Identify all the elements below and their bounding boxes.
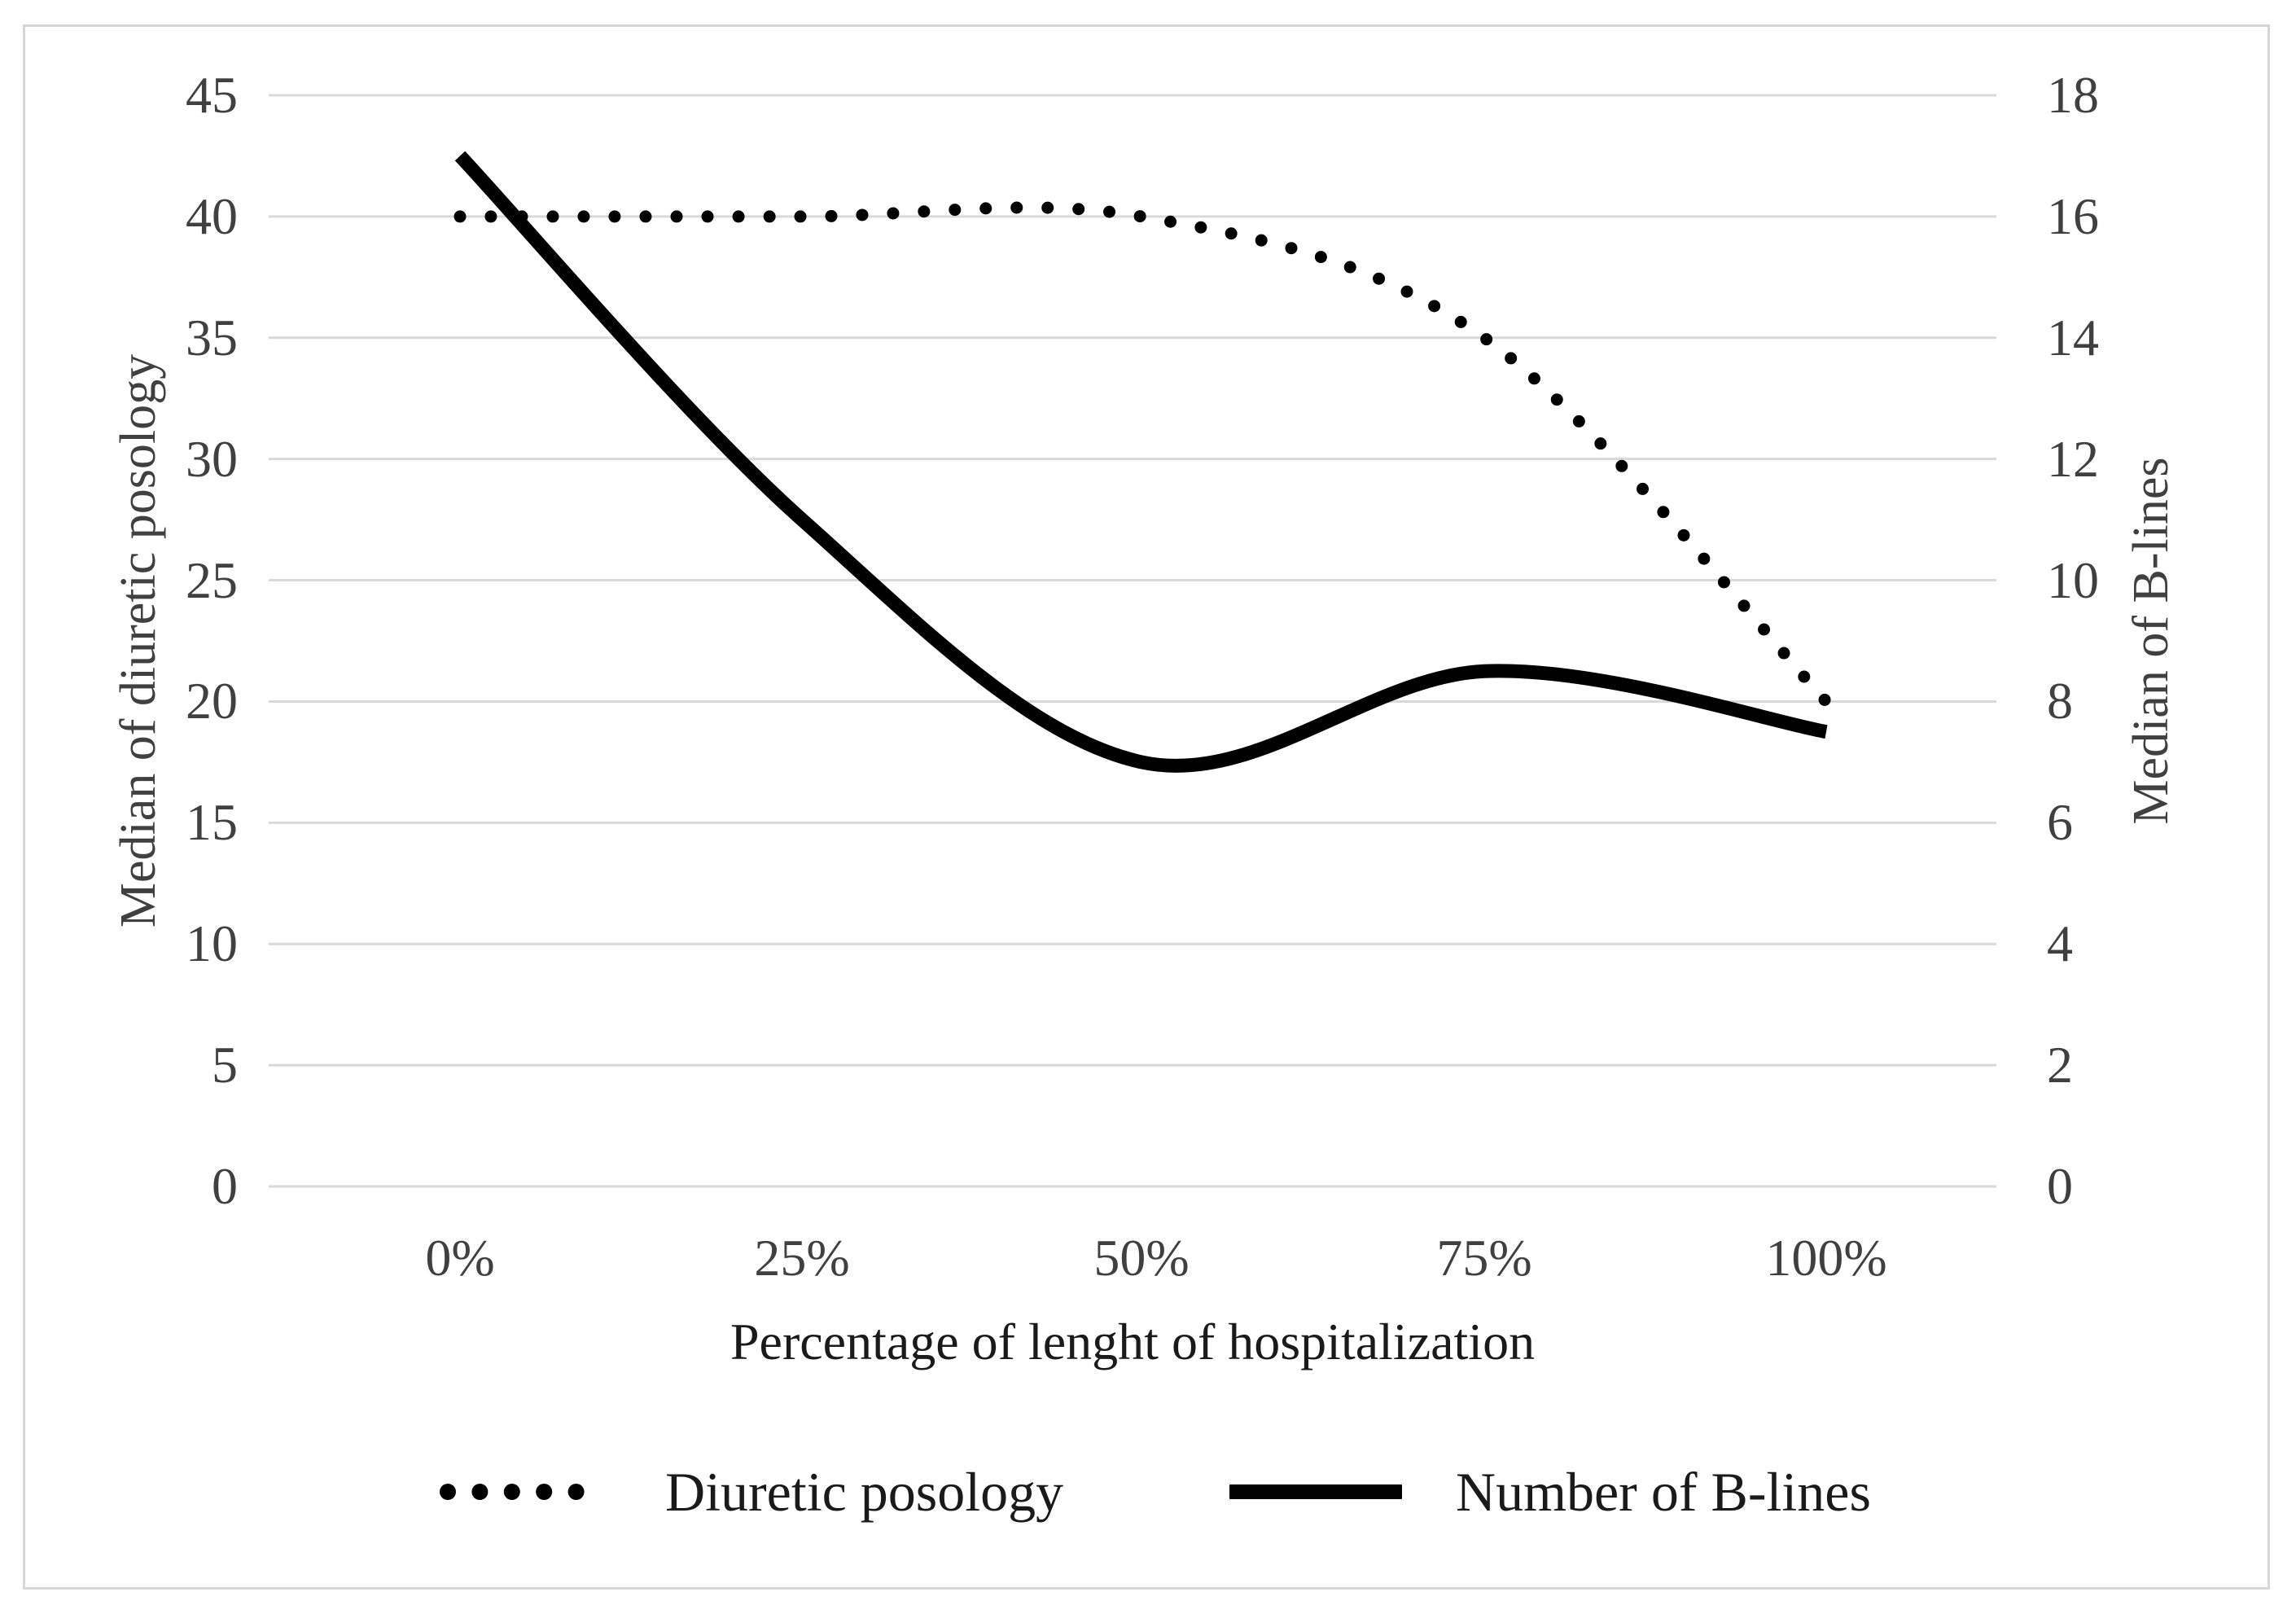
right-axis-tick-label: 10	[2047, 550, 2099, 609]
left-axis-tick-label: 20	[186, 672, 238, 730]
x-axis-title: Percentage of lenght of hospitalization	[730, 1313, 1536, 1370]
right-axis-tick-label: 2	[2047, 1036, 2073, 1094]
x-axis-tick-label: 0%	[425, 1229, 495, 1287]
series-line-number-of-b-lines	[454, 151, 1828, 773]
right-axis-tick-label: 4	[2047, 914, 2073, 973]
solid-line-legend-swatch	[1229, 1484, 1402, 1499]
right-axis-title: Median of B-lines	[2123, 457, 2179, 825]
x-axis-tick-label: 100%	[1765, 1229, 1887, 1287]
right-axis-tick-label: 0	[2047, 1157, 2073, 1215]
right-axis-tick-label: 16	[2047, 186, 2099, 245]
right-axis-tick-label: 12	[2047, 429, 2099, 488]
left-axis-tick-label: 45	[186, 66, 238, 124]
right-axis-tick-label: 8	[2047, 672, 2073, 730]
right-axis-tick-label: 18	[2047, 66, 2099, 124]
left-axis-tick-label: 5	[212, 1036, 238, 1094]
legend-label-diuretic-posology: Diuretic posology	[665, 1461, 1064, 1523]
left-axis-tick-label: 35	[186, 308, 238, 366]
left-axis-tick-label: 0	[212, 1157, 238, 1215]
left-axis-title: Median of diuretic posology	[111, 353, 166, 928]
legend-label-number-of-b-lines: Number of B-lines	[1456, 1461, 1871, 1523]
left-axis-tick-label: 30	[186, 429, 238, 488]
left-axis-tick-label: 40	[186, 186, 238, 245]
x-axis-tick-label: 75%	[1436, 1229, 1532, 1287]
dotted-line-legend-swatch	[440, 1484, 616, 1500]
right-axis-tick-label: 6	[2047, 793, 2073, 852]
series-line-diuretic-posology	[454, 201, 1833, 708]
x-axis-tick-label: 50%	[1093, 1229, 1190, 1287]
left-axis-tick-label: 25	[186, 550, 238, 609]
right-axis-tick-label: 14	[2047, 308, 2099, 366]
left-axis-tick-label: 10	[186, 914, 238, 973]
x-axis-tick-label: 25%	[754, 1229, 850, 1287]
figure-frame	[23, 24, 2270, 1590]
left-axis-tick-label: 15	[186, 793, 238, 852]
